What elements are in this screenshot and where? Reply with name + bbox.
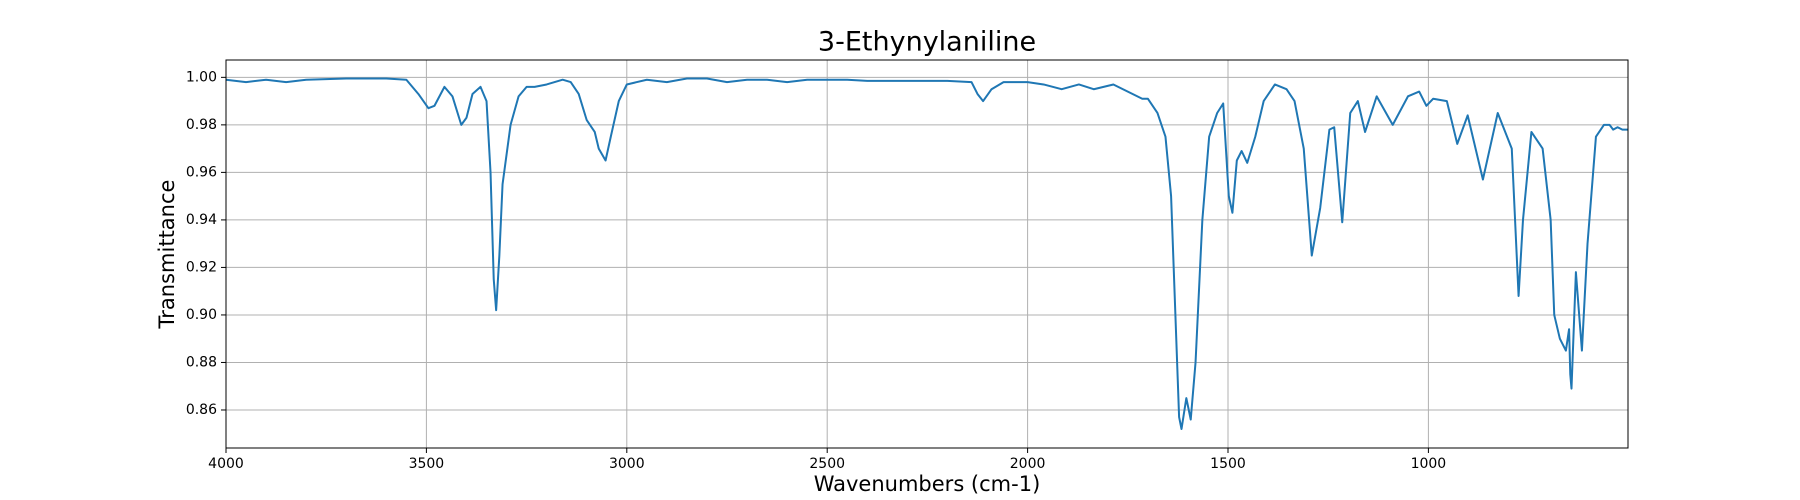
- y-tick-label: 0.98: [186, 117, 217, 133]
- x-tick-label: 1500: [1210, 456, 1246, 472]
- x-tick-label: 2000: [1010, 456, 1046, 472]
- y-tick-label: 0.94: [186, 212, 217, 228]
- x-tick-label: 1000: [1411, 456, 1447, 472]
- spectrum-line: [225, 77, 1628, 430]
- x-tick-label: 3000: [609, 456, 645, 472]
- plot-frame: [225, 59, 1629, 449]
- y-axis-label: Transmittance: [155, 180, 179, 330]
- y-tick-label: 0.86: [186, 402, 217, 418]
- y-tick-label: 0.90: [186, 307, 217, 323]
- chart-title: 3-Ethynylaniline: [818, 27, 1036, 58]
- y-tick-label: 0.96: [186, 164, 217, 180]
- y-tick-label: 0.88: [186, 354, 217, 370]
- x-axis-label: Wavenumbers (cm-1): [814, 472, 1041, 496]
- x-tick-label: 4000: [208, 456, 244, 472]
- y-tick-label: 1.00: [186, 69, 217, 85]
- x-tick-label: 2500: [809, 456, 845, 472]
- y-tick-label: 0.92: [186, 259, 217, 275]
- x-tick-label: 3500: [409, 456, 445, 472]
